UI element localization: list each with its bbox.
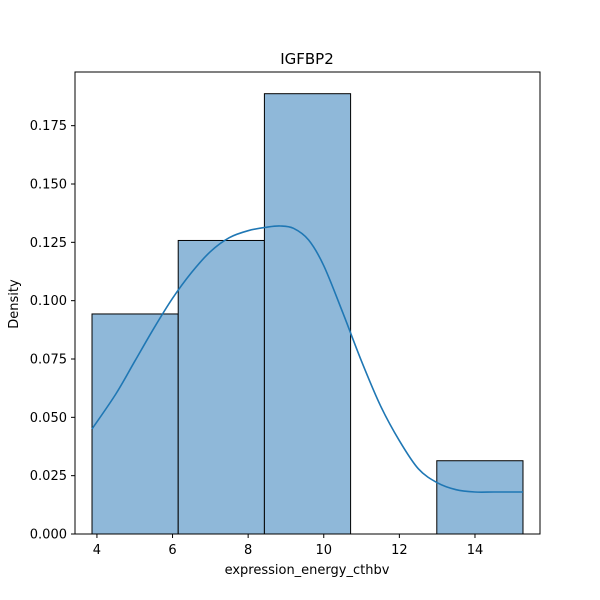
x-tick-label: 14 bbox=[467, 543, 484, 558]
axes-frame bbox=[74, 71, 541, 535]
x-tick-label: 10 bbox=[315, 543, 332, 558]
y-tick-label: 0.050 bbox=[30, 411, 67, 426]
histogram-bar-2 bbox=[177, 239, 265, 535]
y-tick-label: 0.025 bbox=[30, 469, 67, 484]
plot-area: 4 6 8 10 12 14 0.000 0.025 0.050 0.075 0.100 0.125 0… bbox=[30, 71, 541, 558]
x-tick-label: 8 bbox=[244, 543, 252, 558]
y-tick-label: 0.075 bbox=[30, 353, 67, 368]
histogram-bar-3 bbox=[263, 93, 352, 535]
x-axis-label: expression_energy_cthbv bbox=[225, 563, 390, 578]
y-tick-label: 0.150 bbox=[30, 178, 67, 193]
y-tick-label: 0.100 bbox=[30, 294, 67, 309]
x-tick-label: 4 bbox=[93, 543, 101, 558]
y-axis-label: Density bbox=[7, 279, 22, 329]
y-tick-label: 0.000 bbox=[30, 528, 67, 543]
y-tick-label: 0.175 bbox=[30, 119, 67, 134]
histogram-bar-1 bbox=[91, 313, 179, 535]
x-tick-label: 12 bbox=[391, 543, 408, 558]
y-tick-label: 0.125 bbox=[30, 236, 67, 251]
kde-line bbox=[91, 225, 523, 493]
chart-title: IGFBP2 bbox=[280, 50, 334, 68]
histogram-bar-5 bbox=[436, 460, 524, 535]
x-tick-label: 6 bbox=[168, 543, 176, 558]
